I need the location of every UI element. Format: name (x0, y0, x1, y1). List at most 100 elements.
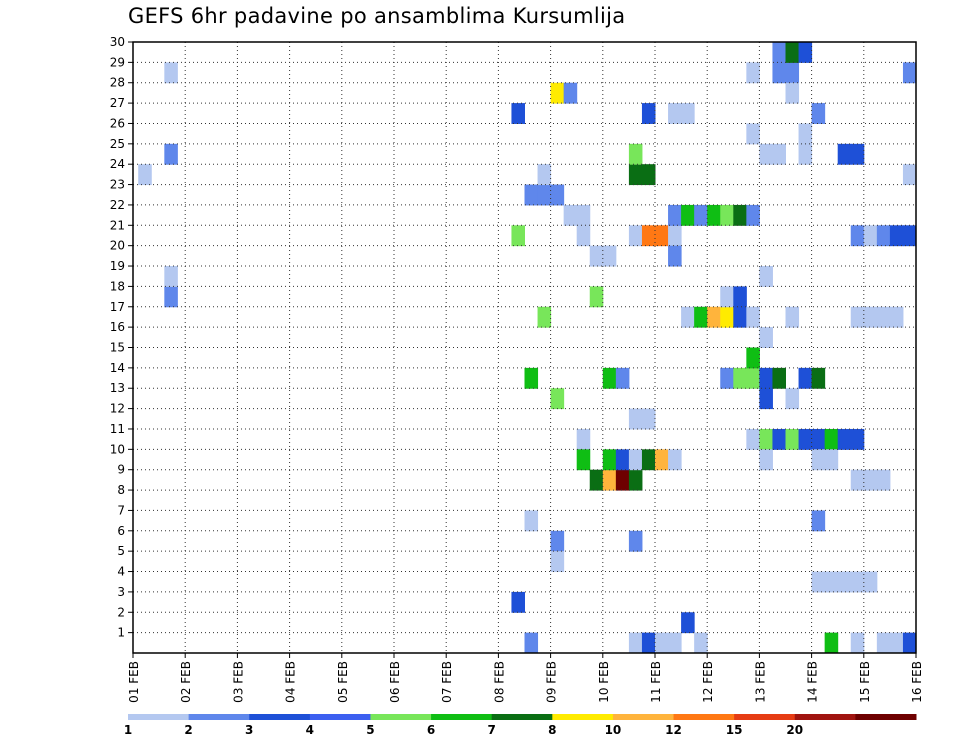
precip-cell (850, 632, 865, 654)
y-tick-label: 6 (117, 524, 125, 538)
precip-cell (511, 225, 525, 247)
precip-cell (576, 449, 591, 471)
precip-cell (641, 408, 656, 430)
precip-cell (589, 245, 604, 267)
precip-cell (759, 266, 773, 287)
precip-cell (811, 367, 826, 389)
precip-cell (576, 204, 591, 226)
precip-cell (772, 367, 786, 389)
precip-cell (850, 571, 865, 593)
precip-cell (863, 571, 878, 593)
colorbar-label: 3 (245, 723, 253, 737)
precip-cell (850, 143, 865, 165)
precip-cell (537, 164, 552, 186)
colorbar-label: 12 (665, 723, 682, 737)
precip-cell (824, 632, 839, 654)
precip-cell (798, 367, 813, 389)
precip-cell (628, 632, 643, 654)
precip-cell (863, 306, 878, 328)
colorbar-legend: 1 2 3 4 5 6 7 8 10 12 15 20 (124, 714, 917, 737)
dotted-grid (133, 42, 916, 653)
precip-cell (537, 184, 552, 206)
precip-cell (876, 306, 891, 328)
precip-cell (628, 469, 643, 491)
y-tick-label: 10 (110, 442, 125, 456)
y-tick-label: 18 (110, 279, 125, 293)
y-tick-label: 28 (110, 76, 125, 90)
precip-cell (511, 103, 525, 124)
precip-cell (772, 42, 786, 63)
y-tick-label: 1 (117, 626, 125, 640)
precip-cell (889, 225, 904, 247)
precip-cell (759, 143, 773, 165)
precip-cell (850, 428, 865, 450)
precip-cell (772, 143, 786, 165)
precip-cell (164, 143, 178, 165)
y-tick-label: 4 (117, 565, 125, 579)
colorbar-label: 20 (786, 723, 803, 737)
colorbar-swatch (552, 714, 614, 720)
x-tick-label: 04 FEB (284, 661, 298, 703)
precip-cell (668, 245, 682, 267)
precip-cell (628, 408, 643, 430)
precip-cell (772, 428, 786, 450)
precip-cell (681, 103, 695, 124)
precip-cell (733, 367, 747, 389)
precip-cell (550, 551, 565, 573)
colorbar-label: 5 (366, 723, 374, 737)
x-axis: 01 FEB 02 FEB 03 FEB 04 FEB 05 FEB 06 FEB 07 F… (127, 653, 924, 703)
precip-cell (785, 82, 800, 104)
precip-cell (759, 388, 773, 410)
y-tick-label: 16 (110, 320, 125, 334)
chart-title: GEFS 6hr padavine po ansamblima Kursumli… (128, 4, 626, 28)
precip-cell (138, 164, 152, 186)
precip-cell (850, 306, 865, 328)
precip-cell (511, 591, 525, 613)
precip-cell (746, 428, 760, 450)
precip-cell (550, 82, 565, 104)
precip-cell (863, 225, 878, 247)
colorbar-label: 1 (124, 723, 132, 737)
precip-cell (837, 143, 852, 165)
precip-cell (694, 306, 708, 328)
x-tick-label: 16 FEB (910, 661, 924, 703)
x-tick-label: 05 FEB (336, 661, 350, 703)
precip-cell (602, 367, 617, 389)
x-tick-label: 06 FEB (388, 661, 402, 703)
colorbar-swatch (249, 714, 311, 720)
precip-cell (824, 428, 839, 450)
precip-cell (681, 306, 695, 328)
precip-cell (850, 225, 865, 247)
x-tick-label: 01 FEB (127, 661, 141, 703)
y-tick-label: 20 (110, 239, 125, 253)
precip-cell (811, 510, 826, 532)
precip-cell (628, 449, 643, 471)
precip-cell (811, 103, 826, 124)
precip-cell (798, 143, 813, 165)
precip-cell (746, 306, 760, 328)
precip-cell (876, 225, 891, 247)
precip-cell (811, 449, 826, 471)
precip-cell (615, 449, 630, 471)
colorbar-swatch (128, 714, 190, 720)
precip-cell (798, 42, 813, 63)
y-tick-label: 15 (110, 341, 125, 355)
precip-cell (628, 164, 643, 186)
colorbar-label: 6 (427, 723, 435, 737)
precip-cell (889, 632, 904, 654)
precip-cell (720, 367, 734, 389)
precip-cell (889, 306, 904, 328)
precip-cell (589, 286, 604, 308)
y-tick-label: 19 (110, 259, 125, 273)
y-tick-label: 30 (110, 35, 125, 49)
y-tick-label: 13 (110, 381, 125, 395)
colorbar-swatch (673, 714, 735, 720)
y-tick-label: 23 (110, 178, 125, 192)
precip-cell (720, 286, 734, 308)
precip-cell (668, 204, 682, 226)
y-tick-label: 3 (117, 585, 125, 599)
y-axis: 1234567891011121314151617181920212223242… (110, 35, 133, 640)
precip-cell (615, 367, 630, 389)
colorbar-swatch (855, 714, 917, 720)
precip-cell (902, 225, 917, 247)
